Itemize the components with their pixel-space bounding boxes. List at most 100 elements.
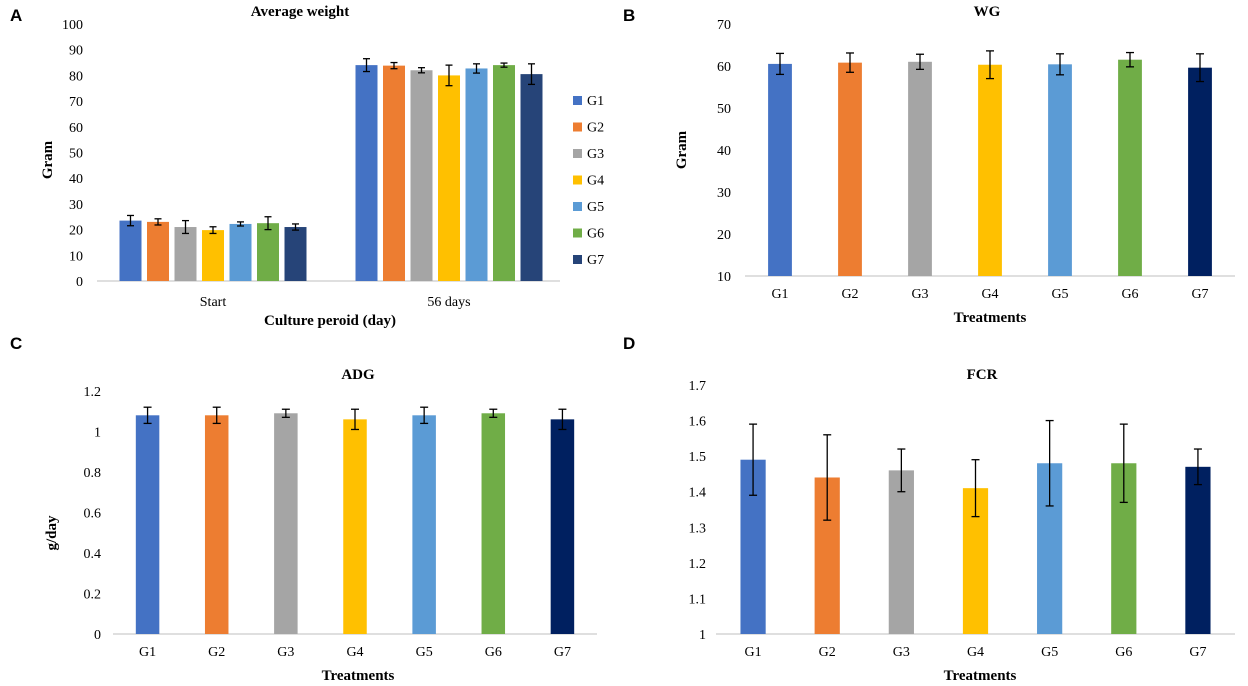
legend-swatch-g2 bbox=[573, 122, 582, 132]
panel-letter-a: A bbox=[10, 6, 22, 25]
y-axis-label: Gram bbox=[674, 130, 690, 169]
legend-swatch-g4 bbox=[573, 175, 582, 185]
y-tick-label: 20 bbox=[69, 224, 83, 239]
y-tick-label: 1.2 bbox=[689, 557, 707, 572]
bar-g3 bbox=[274, 413, 298, 634]
bar-g6 bbox=[1118, 59, 1142, 277]
bar-g5 bbox=[1048, 64, 1072, 276]
y-tick-label: 70 bbox=[717, 18, 731, 33]
legend-label: G4 bbox=[587, 174, 604, 189]
chart-title: Average weight bbox=[251, 4, 349, 20]
y-tick-label: 60 bbox=[69, 121, 83, 136]
bar-g5 bbox=[412, 415, 436, 634]
x-tick-label: G7 bbox=[554, 645, 571, 660]
x-tick-label: G2 bbox=[841, 287, 858, 302]
x-tick-label: G1 bbox=[745, 645, 762, 660]
y-tick-label: 0.8 bbox=[84, 466, 102, 481]
bar-g4 bbox=[343, 419, 367, 634]
legend-label: G7 bbox=[587, 253, 604, 268]
bar-g5 bbox=[229, 223, 252, 281]
x-tick-label: G1 bbox=[139, 645, 156, 660]
bar-g6 bbox=[257, 223, 279, 281]
x-tick-label: G7 bbox=[1191, 287, 1208, 302]
bar-g2 bbox=[838, 62, 862, 276]
legend-swatch-g1 bbox=[573, 96, 582, 105]
bar-g3 bbox=[908, 61, 932, 276]
legend: G1 G2 G3 G4 G5 G6 G7 bbox=[573, 94, 604, 268]
y-tick-label: 20 bbox=[717, 228, 731, 243]
y-tick-label: 90 bbox=[69, 44, 83, 59]
x-tick-label: Start bbox=[200, 295, 227, 310]
bar-g6 bbox=[481, 413, 506, 634]
x-tick-label: G7 bbox=[1189, 645, 1206, 660]
bar-g1 bbox=[355, 65, 378, 282]
legend-swatch-g6 bbox=[573, 228, 582, 238]
x-tick-label: G6 bbox=[485, 645, 502, 660]
y-tick-label: 60 bbox=[717, 60, 731, 75]
chart-title: ADG bbox=[341, 367, 375, 383]
bar-g2 bbox=[383, 65, 405, 281]
y-tick-label: 0 bbox=[76, 275, 83, 290]
x-tick-label: 56 days bbox=[427, 295, 470, 310]
x-tick-label: G3 bbox=[911, 287, 928, 302]
bar-g7 bbox=[1188, 67, 1212, 277]
x-tick-label: G5 bbox=[1041, 645, 1058, 660]
legend-label: G5 bbox=[587, 200, 604, 215]
panel-a-average-weight: A Average weight Gram Culture peroid (da… bbox=[10, 4, 604, 329]
panel-b-wg: B WG Gram Treatments 10 20 30 40 50 60 70 G1 G2… bbox=[623, 4, 1235, 326]
x-tick-label: G3 bbox=[893, 645, 910, 660]
y-tick-label: 10 bbox=[717, 270, 731, 285]
panel-letter-b: B bbox=[623, 6, 635, 25]
y-tick-label: 1.1 bbox=[689, 592, 707, 607]
x-axis-label: Treatments bbox=[954, 310, 1027, 326]
bar-g1 bbox=[768, 63, 792, 277]
bar-g7 bbox=[550, 419, 575, 634]
bar-g3 bbox=[410, 70, 433, 281]
y-tick-label: 0.4 bbox=[84, 547, 102, 562]
y-tick-label: 30 bbox=[69, 198, 83, 213]
x-tick-label: G5 bbox=[1051, 287, 1068, 302]
legend-label: G2 bbox=[587, 121, 604, 136]
x-tick-label: G4 bbox=[981, 287, 998, 302]
y-tick-label: 1.2 bbox=[84, 385, 102, 400]
bar-g1 bbox=[135, 415, 160, 634]
bar-g4 bbox=[978, 64, 1002, 277]
legend-label: G3 bbox=[587, 147, 604, 162]
bar-g4 bbox=[438, 75, 460, 282]
bar-g1 bbox=[119, 220, 142, 281]
legend-label: G6 bbox=[587, 227, 604, 242]
y-tick-label: 100 bbox=[62, 18, 83, 33]
y-tick-label: 70 bbox=[69, 95, 83, 110]
bar-g6 bbox=[493, 65, 515, 282]
x-tick-label: G5 bbox=[416, 645, 433, 660]
y-tick-label: 1.6 bbox=[689, 415, 707, 430]
y-tick-label: 1 bbox=[94, 426, 101, 441]
x-axis-label: Culture peroid (day) bbox=[264, 313, 396, 329]
panel-c-adg: C ADG g/day Treatments 0 0.2 0.4 0.6 0.8 1 1.2… bbox=[10, 334, 597, 684]
chart-title: WG bbox=[974, 4, 1001, 20]
legend-swatch-g7 bbox=[573, 255, 582, 264]
x-tick-label: G3 bbox=[277, 645, 294, 660]
bar-g3 bbox=[174, 227, 197, 281]
y-tick-label: 30 bbox=[717, 186, 731, 201]
y-tick-label: 0 bbox=[94, 628, 101, 643]
y-tick-label: 10 bbox=[69, 249, 83, 264]
legend-label: G1 bbox=[587, 94, 604, 109]
chart-title: FCR bbox=[967, 367, 998, 383]
x-tick-label: G2 bbox=[208, 645, 225, 660]
y-axis-label: Gram bbox=[40, 140, 56, 179]
legend-swatch-g5 bbox=[573, 202, 582, 211]
x-axis-label: Treatments bbox=[322, 668, 395, 684]
x-tick-label: G6 bbox=[1121, 287, 1138, 302]
y-axis-label: g/day bbox=[44, 515, 60, 551]
y-tick-label: 0.6 bbox=[84, 507, 102, 522]
y-tick-label: 1 bbox=[699, 628, 706, 643]
legend-swatch-g3 bbox=[573, 149, 582, 158]
x-tick-label: G4 bbox=[967, 645, 984, 660]
y-tick-label: 1.7 bbox=[689, 379, 707, 394]
x-tick-label: G6 bbox=[1115, 645, 1132, 660]
panel-letter-c: C bbox=[10, 334, 22, 353]
bar-g7 bbox=[284, 227, 307, 281]
bar-g2 bbox=[147, 221, 169, 281]
